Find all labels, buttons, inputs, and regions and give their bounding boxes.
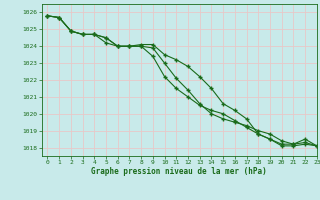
- X-axis label: Graphe pression niveau de la mer (hPa): Graphe pression niveau de la mer (hPa): [91, 167, 267, 176]
